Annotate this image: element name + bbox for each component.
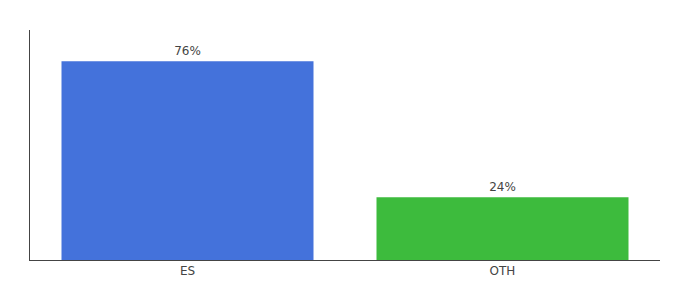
svg-text:ES: ES (180, 264, 195, 278)
svg-text:24%: 24% (489, 180, 516, 194)
svg-text:OTH: OTH (490, 264, 516, 278)
svg-text:76%: 76% (174, 44, 201, 58)
